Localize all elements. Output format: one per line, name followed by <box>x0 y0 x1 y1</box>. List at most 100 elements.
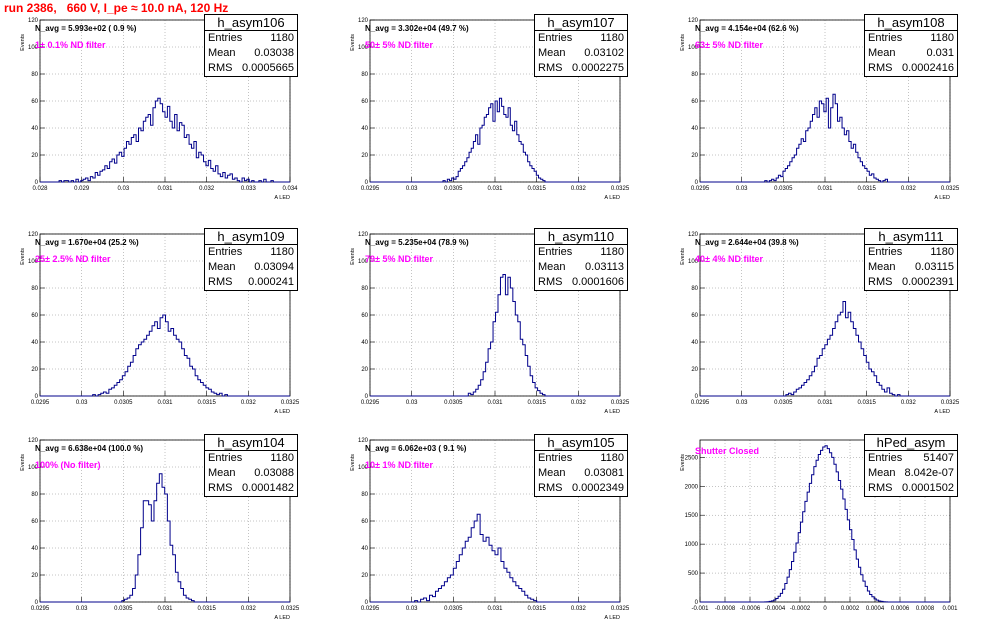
y-tick-label: 100 <box>28 259 39 265</box>
stats-value: 1180 <box>600 246 624 258</box>
x-tick-label: 0.001 <box>942 606 958 612</box>
stats-key: Mean <box>208 467 236 479</box>
y-tick-label: 100 <box>688 45 699 51</box>
stats-key: RMS <box>868 276 893 288</box>
histogram-series <box>700 301 950 397</box>
y-axis-label: Events <box>20 248 26 265</box>
stats-value: 1180 <box>930 246 954 258</box>
y-tick-label: 0 <box>695 394 699 400</box>
stats-row-mean: Mean 0.03102 <box>535 46 627 61</box>
y-tick-label: 0 <box>35 180 39 186</box>
stats-row-entries: Entries 1180 <box>535 451 627 466</box>
filter-label: 1± 0.1% ND filter <box>35 40 106 50</box>
y-axis-label: Events <box>680 248 686 265</box>
stats-key: Entries <box>868 452 903 464</box>
histogram-name: hPed_asym <box>865 435 957 451</box>
x-tick-label: 0.0325 <box>281 400 300 406</box>
histogram-svg: 0.028 0.029 0.03 0.031 0.032 0.033 0.034 0 20 40 6… <box>20 18 298 201</box>
x-tick-label: 0.032 <box>571 606 587 612</box>
x-tick-label: 0.032 <box>199 186 215 192</box>
x-tick-label: 0.031 <box>157 400 173 406</box>
y-tick-label: 1000 <box>685 542 699 548</box>
stats-key: RMS <box>538 276 563 288</box>
histogram-pad-h_asym106: 0.028 0.029 0.03 0.031 0.032 0.033 0.034 0 20 40 6… <box>18 12 338 212</box>
y-tick-label: 80 <box>691 286 698 292</box>
n-avg-label: N_avg = 2.644e+04 (39.8 %) <box>695 238 799 247</box>
histogram-name: h_asym106 <box>205 15 297 31</box>
x-axis-label: A LED <box>604 195 620 201</box>
y-tick-label: 40 <box>31 546 38 552</box>
stats-key: Entries <box>208 452 243 464</box>
filter-label: Shutter Closed <box>695 446 760 456</box>
y-tick-label: 40 <box>691 340 698 346</box>
stats-row-entries: Entries 1180 <box>865 31 957 46</box>
y-tick-label: 40 <box>361 126 368 132</box>
stats-row-entries: Entries 1180 <box>205 245 297 260</box>
y-tick-label: 0 <box>365 394 369 400</box>
x-tick-label: 0.031 <box>157 186 173 192</box>
histogram-pad-h_asym107: 0.0295 0.03 0.0305 0.031 0.0315 0.032 0.0325 0 2… <box>348 12 668 212</box>
y-axis-label: Events <box>350 454 356 471</box>
y-tick-label: 100 <box>28 465 39 471</box>
x-tick-label: 0.028 <box>32 186 48 192</box>
y-axis-label: Events <box>350 248 356 265</box>
x-tick-label: 0.0004 <box>866 606 885 612</box>
stats-row-mean: Mean 0.031 <box>865 46 957 61</box>
x-axis-label: A LED <box>934 409 950 415</box>
x-tick-label: 0.0315 <box>527 606 546 612</box>
x-tick-label: 0.0305 <box>774 186 793 192</box>
x-tick-label: 0.03 <box>736 186 748 192</box>
y-tick-label: 60 <box>361 99 368 105</box>
x-tick-label: 0.0295 <box>691 400 710 406</box>
stats-value: 0.0001482 <box>242 482 294 494</box>
x-tick-label: -0.0004 <box>765 606 786 612</box>
stats-value: 1180 <box>600 32 624 44</box>
x-tick-label: 0.0295 <box>361 606 380 612</box>
y-tick-label: 100 <box>358 45 369 51</box>
stats-key: RMS <box>868 482 893 494</box>
x-tick-label: 0.032 <box>571 400 587 406</box>
stats-row-mean: Mean 0.03081 <box>535 466 627 481</box>
stats-row-rms: RMS 0.0002349 <box>535 481 627 496</box>
y-tick-label: 20 <box>691 153 698 159</box>
y-tick-label: 1500 <box>685 513 699 519</box>
stats-row-entries: Entries 1180 <box>535 245 627 260</box>
stats-box: h_asym107 Entries 1180 Mean 0.03102 RMS 0.0002… <box>534 14 628 77</box>
stats-key: Entries <box>538 32 573 44</box>
stats-key: Mean <box>868 261 896 273</box>
stats-row-rms: RMS 0.0002275 <box>535 61 627 76</box>
stats-key: Mean <box>538 47 566 59</box>
y-tick-label: 0 <box>695 600 699 606</box>
stats-row-entries: Entries 1180 <box>865 245 957 260</box>
y-tick-label: 40 <box>691 126 698 132</box>
x-tick-label: 0.032 <box>901 400 917 406</box>
x-tick-label: 0.0325 <box>281 606 300 612</box>
stats-key: RMS <box>538 62 563 74</box>
stats-value: 0.03115 <box>915 261 954 273</box>
histogram-series <box>40 314 290 397</box>
histogram-pad-hPed_asym: -0.001 -0.0008 -0.0006 -0.0004 -0.0002 0 0.000… <box>678 432 996 632</box>
y-axis-label: Events <box>350 34 356 51</box>
stats-row-rms: RMS 0.0001502 <box>865 481 957 496</box>
stats-row-rms: RMS 0.0002391 <box>865 275 957 290</box>
y-tick-label: 80 <box>691 72 698 78</box>
x-tick-label: 0.0008 <box>916 606 935 612</box>
stats-value: 1180 <box>270 32 294 44</box>
histogram-name: h_asym109 <box>205 229 297 245</box>
histogram-name: h_asym111 <box>865 229 957 245</box>
stats-value: 8.042e-07 <box>904 467 954 479</box>
y-tick-label: 120 <box>358 18 369 24</box>
stats-box: h_asym110 Entries 1180 Mean 0.03113 RMS 0.0001… <box>534 228 628 291</box>
stats-box: h_asym111 Entries 1180 Mean 0.03115 RMS 0.0002… <box>864 228 958 291</box>
x-tick-label: 0.0315 <box>527 186 546 192</box>
y-tick-label: 40 <box>361 546 368 552</box>
stats-value: 0.031 <box>926 47 954 59</box>
stats-key: Entries <box>868 246 903 258</box>
y-tick-label: 2000 <box>685 484 699 490</box>
y-tick-label: 120 <box>688 232 699 238</box>
x-tick-label: 0.0315 <box>197 400 216 406</box>
y-tick-label: 80 <box>361 492 368 498</box>
stats-row-entries: Entries 1180 <box>205 451 297 466</box>
y-tick-label: 80 <box>361 72 368 78</box>
stats-value: 0.03088 <box>254 467 294 479</box>
